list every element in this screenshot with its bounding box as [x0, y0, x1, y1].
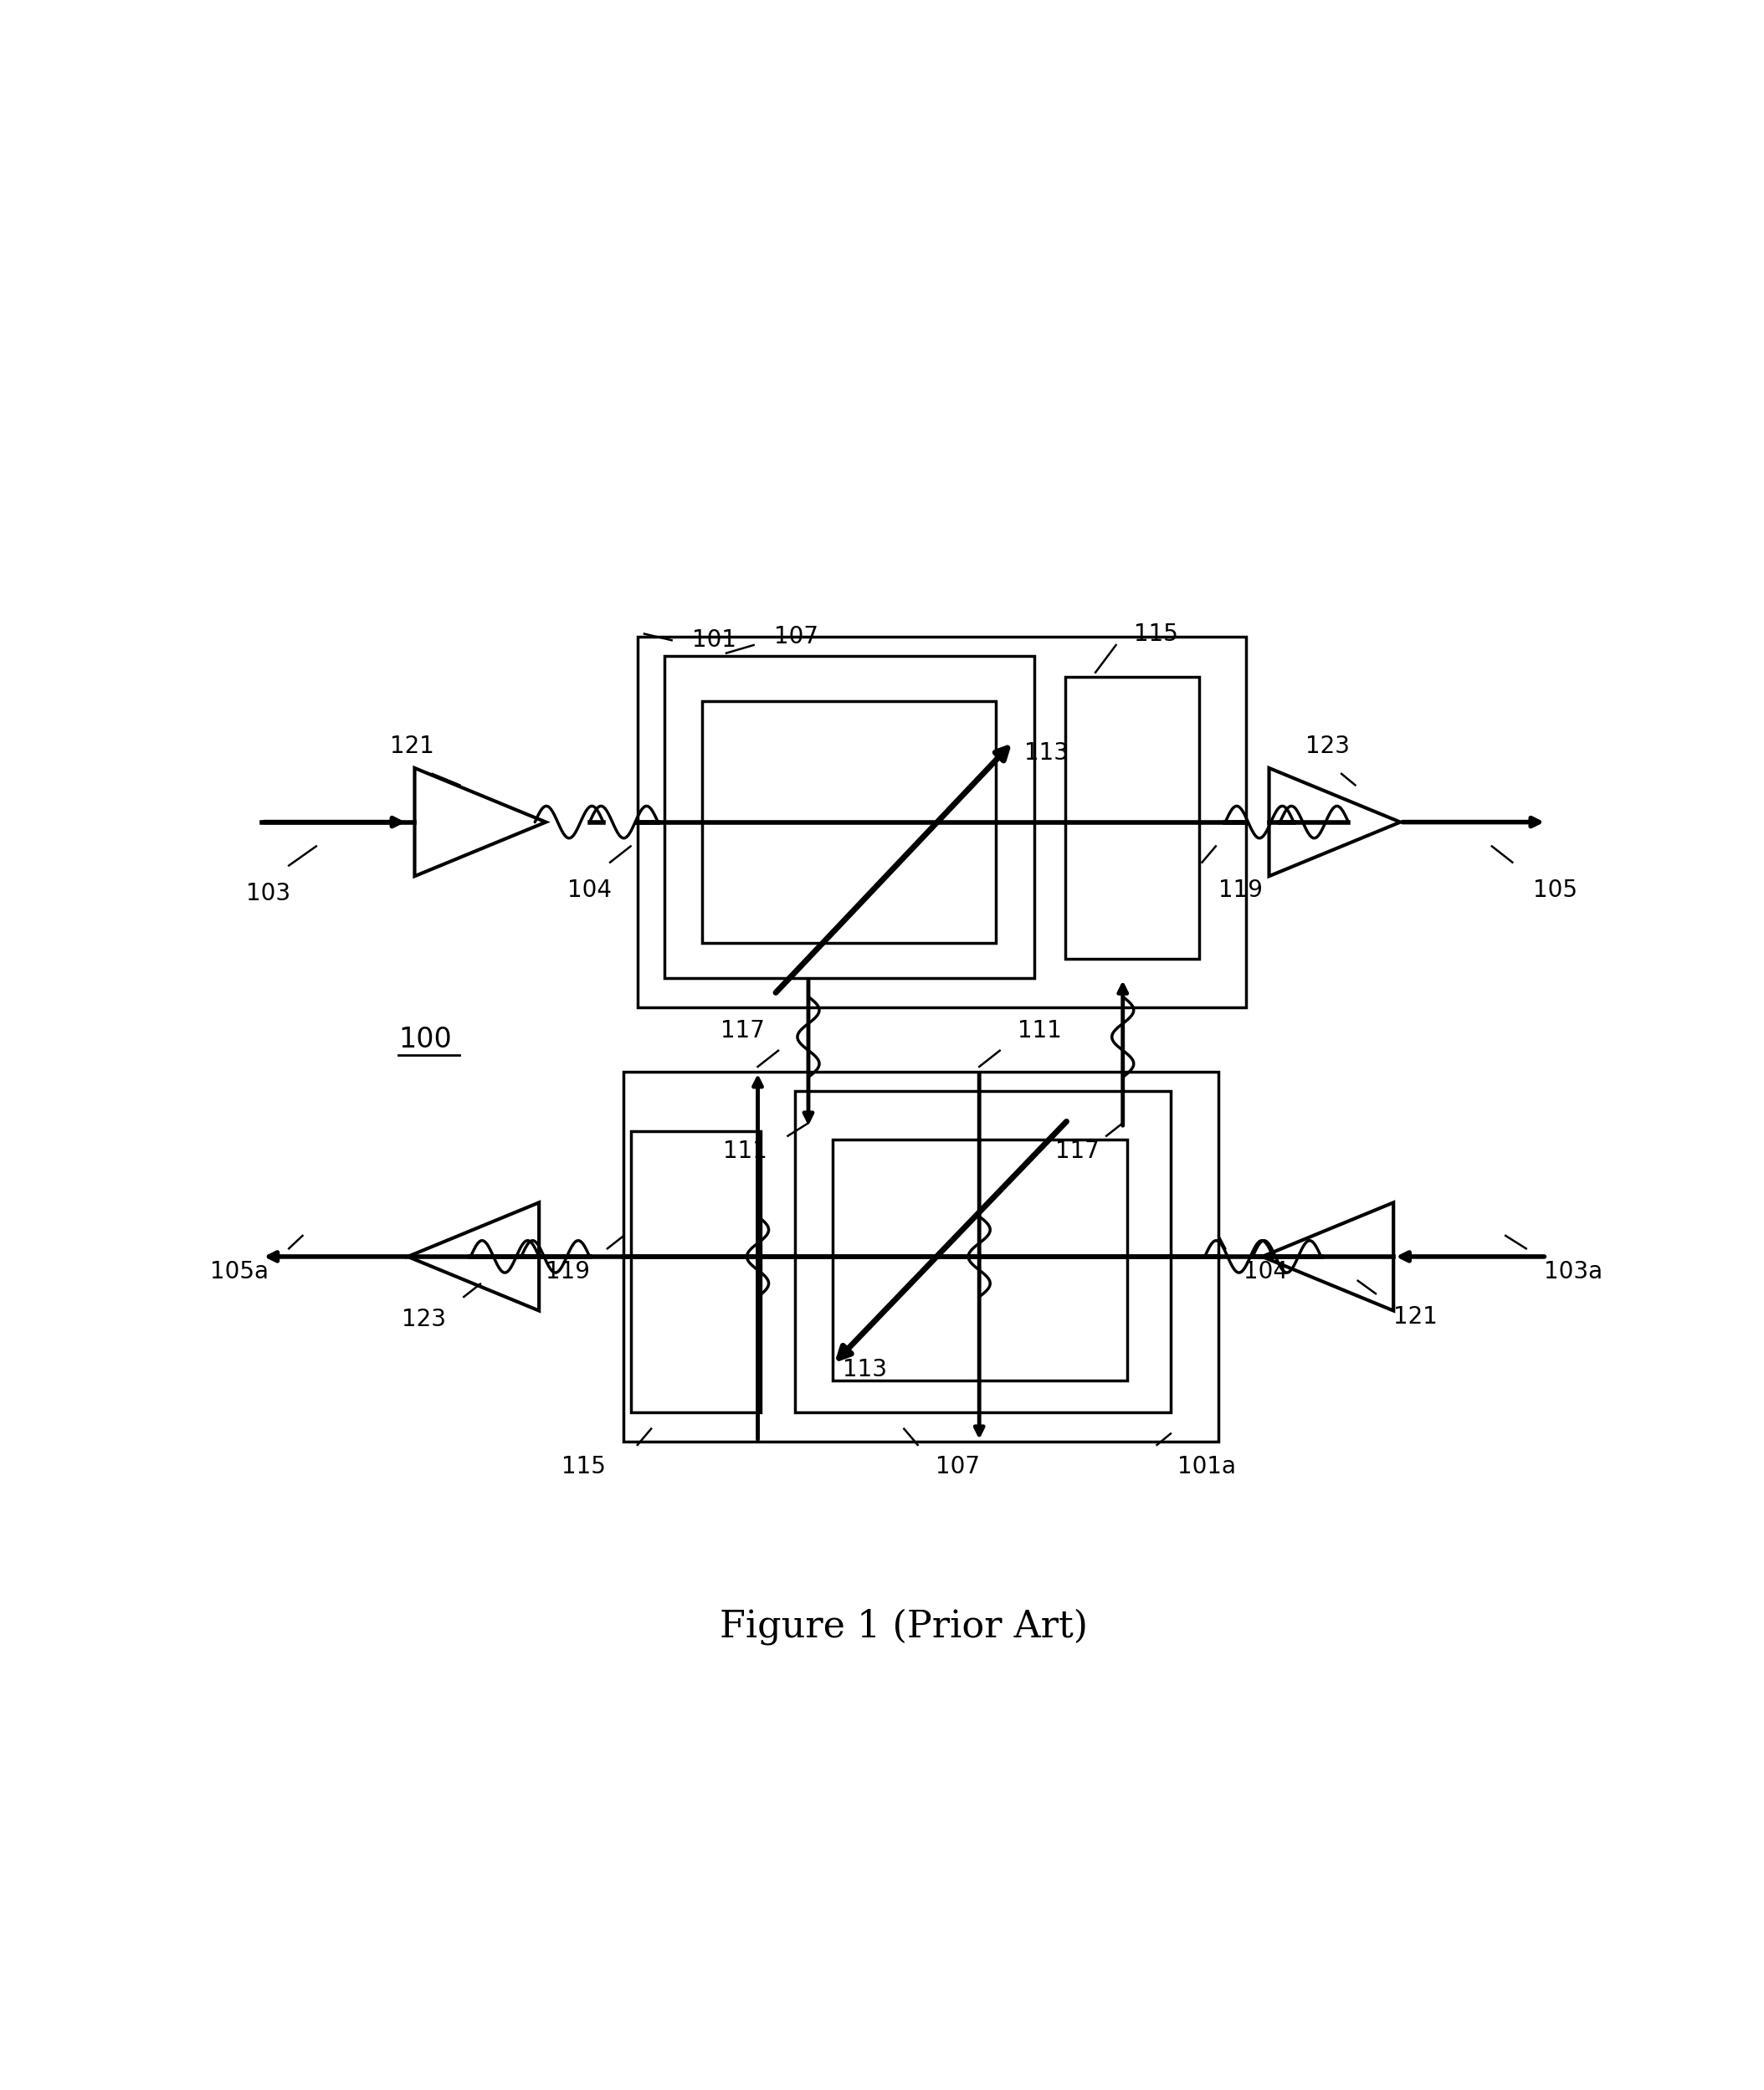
- Text: 121: 121: [1394, 1304, 1438, 1329]
- Text: 117: 117: [720, 1020, 764, 1043]
- Bar: [794, 1091, 1171, 1413]
- Text: 111: 111: [723, 1139, 767, 1162]
- Text: 111: 111: [1018, 1020, 1062, 1043]
- Text: 101a: 101a: [1178, 1455, 1237, 1478]
- Text: 107: 107: [774, 625, 818, 648]
- Text: 119: 119: [545, 1260, 589, 1283]
- Text: Figure 1 (Prior Art): Figure 1 (Prior Art): [720, 1609, 1088, 1645]
- Bar: [702, 702, 995, 943]
- Text: 119: 119: [1219, 878, 1263, 903]
- Bar: [833, 1139, 1127, 1381]
- Text: 104: 104: [1244, 1260, 1288, 1283]
- Bar: [1065, 677, 1200, 959]
- Text: 117: 117: [1055, 1139, 1099, 1162]
- Text: 105a: 105a: [210, 1260, 268, 1283]
- Text: 103a: 103a: [1544, 1260, 1602, 1283]
- Text: 123: 123: [402, 1308, 446, 1331]
- Text: 113: 113: [1025, 742, 1069, 765]
- Text: 115: 115: [561, 1455, 607, 1478]
- Bar: [665, 656, 1034, 978]
- Text: 113: 113: [843, 1358, 887, 1381]
- Text: 123: 123: [1305, 734, 1349, 759]
- Text: 101: 101: [691, 629, 737, 652]
- Text: 107: 107: [935, 1455, 979, 1478]
- Text: 100: 100: [399, 1026, 452, 1053]
- Text: 121: 121: [390, 734, 434, 759]
- Text: 103: 103: [247, 882, 291, 905]
- Bar: [632, 1131, 760, 1413]
- Text: 105: 105: [1533, 878, 1577, 903]
- Bar: [637, 637, 1245, 1007]
- Text: 104: 104: [568, 878, 612, 903]
- Text: 115: 115: [1134, 623, 1178, 646]
- Bar: [624, 1072, 1219, 1442]
